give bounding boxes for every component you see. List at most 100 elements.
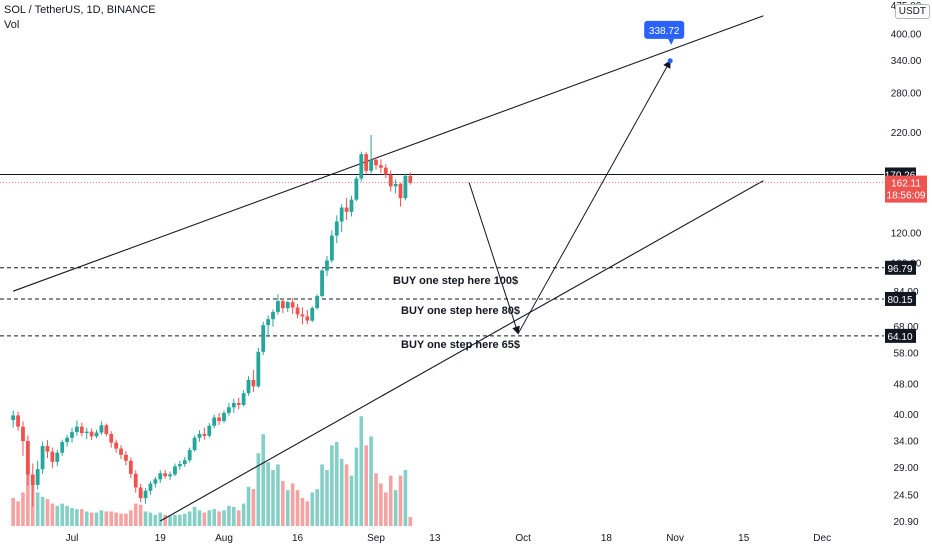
candle-body — [21, 426, 25, 442]
candle — [379, 159, 383, 174]
candle-body — [148, 483, 153, 491]
volume-bar — [276, 464, 280, 526]
candle-body — [231, 402, 236, 408]
price-tick: 220.00 — [891, 128, 922, 139]
volume-bar — [133, 503, 138, 526]
candle-body — [266, 319, 271, 326]
candle — [383, 164, 388, 179]
candle — [276, 294, 280, 315]
volume-bar — [354, 447, 359, 526]
candle-body — [388, 174, 393, 187]
candle-body — [383, 167, 388, 175]
candle-body — [207, 425, 212, 436]
volume-bar — [109, 511, 114, 526]
volume-bar — [388, 475, 393, 526]
candle-body — [104, 425, 109, 434]
candle — [109, 431, 114, 448]
candle-body — [354, 178, 359, 200]
candle — [231, 398, 236, 413]
volume-bar — [99, 510, 104, 526]
volume-bar — [84, 511, 89, 526]
price-tick: 34.00 — [893, 437, 918, 448]
candle-body — [251, 379, 256, 387]
volume-bar — [138, 504, 143, 526]
candle-body — [158, 473, 163, 480]
candle-body — [398, 183, 403, 199]
volume-bar — [11, 498, 15, 526]
volume-bar — [285, 490, 290, 526]
level-badge: 96.79 — [885, 260, 916, 275]
volume-bar — [349, 475, 354, 526]
time-axis[interactable]: Jul 19 Aug 16 Sep 13 Oct 18 Nov 15 Dec — [66, 533, 831, 544]
candle — [65, 434, 69, 447]
volume-bar — [148, 512, 153, 526]
candle — [173, 463, 177, 477]
candle-body — [256, 351, 261, 387]
volume-bar — [143, 511, 148, 526]
volume-bar — [369, 436, 373, 526]
volume-bar — [232, 506, 236, 526]
candle — [192, 435, 197, 452]
candle — [354, 176, 359, 202]
candle — [128, 457, 133, 479]
candle — [334, 215, 339, 244]
channel-lower-line — [159, 180, 764, 522]
candle-body — [329, 235, 334, 261]
volume-bar — [379, 483, 383, 526]
candle — [143, 488, 148, 504]
candle-body — [320, 270, 324, 296]
price-tick: 280.00 — [891, 88, 922, 99]
projection-path — [468, 59, 671, 335]
candle-body — [16, 415, 20, 427]
candle-body — [114, 442, 119, 449]
candle-body — [192, 437, 197, 451]
candle-body — [393, 183, 398, 187]
volume-bar — [163, 514, 167, 526]
candle — [236, 397, 241, 410]
volume-bar — [114, 512, 118, 526]
candle-body — [128, 460, 133, 474]
candle-body — [99, 425, 104, 433]
volume-bar — [320, 464, 324, 526]
candle-body — [109, 433, 114, 443]
currency-button[interactable]: USDT — [894, 4, 930, 19]
volume-bar — [236, 510, 241, 526]
volume-bar — [94, 512, 99, 526]
candle-body — [349, 199, 354, 212]
candle-body — [315, 295, 320, 308]
volume-bar — [251, 489, 256, 526]
candle-body — [124, 454, 128, 461]
candle — [256, 347, 261, 388]
price-axis[interactable]: 475.00400.00340.00280.00220.00120.00100.… — [885, 1, 927, 528]
level-badge-text: 96.79 — [887, 264, 912, 275]
volume-bar — [21, 492, 25, 526]
candle — [320, 268, 324, 298]
price-tick: 340.00 — [891, 56, 922, 67]
volume-bar — [40, 496, 45, 526]
volume-bar — [35, 492, 40, 526]
candle-body — [45, 446, 50, 452]
candle — [168, 471, 172, 480]
time-tick: Sep — [367, 533, 385, 544]
volume-bar — [207, 510, 212, 526]
volume-bar — [364, 445, 368, 526]
candle-body — [310, 307, 315, 321]
volume-bar — [45, 499, 50, 526]
volume-bar — [310, 492, 315, 526]
volume-bar — [104, 511, 109, 526]
candle — [45, 440, 50, 459]
candle — [290, 298, 295, 314]
volume-bar — [408, 517, 413, 526]
candle — [295, 303, 300, 319]
candle-body — [182, 460, 187, 465]
volume-bar — [339, 458, 344, 526]
candle-body — [403, 175, 408, 199]
candle — [182, 456, 187, 467]
candle — [344, 198, 349, 220]
last-price-badge-box — [885, 175, 927, 203]
candle — [163, 469, 168, 479]
target-label: 338.72 — [644, 20, 685, 45]
candle-body — [153, 479, 158, 484]
